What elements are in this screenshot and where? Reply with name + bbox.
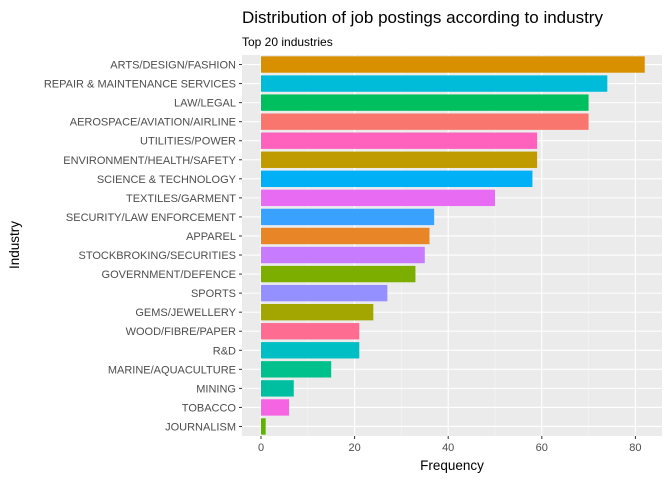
category-label: SCIENCE & TECHNOLOGY (97, 174, 237, 186)
plot-panel (242, 55, 662, 436)
bar (261, 418, 266, 435)
bar (261, 94, 589, 111)
bar (261, 284, 388, 302)
bar (261, 113, 589, 130)
bar (261, 189, 495, 207)
category-label: SPORTS (191, 288, 236, 300)
bar (261, 323, 360, 340)
category-label: UTILITIES/POWER (140, 136, 236, 148)
x-tick-label: 20 (348, 442, 360, 454)
bar (261, 151, 538, 168)
chart-title: Distribution of job postings according t… (242, 8, 603, 27)
x-axis-title: Frequency (420, 458, 484, 473)
x-tick-label: 40 (442, 442, 454, 454)
category-label: GEMS/JEWELLERY (135, 307, 236, 319)
bar (261, 170, 533, 188)
y-axis-title: Industry (7, 221, 22, 269)
bar (261, 380, 294, 397)
category-label: TEXTILES/GARMENT (126, 193, 236, 205)
x-tick-label: 80 (629, 442, 641, 454)
bar (261, 75, 608, 92)
category-labels: ARTS/DESIGN/FASHION REPAIR & MAINTENANCE … (44, 60, 242, 433)
bar (261, 303, 374, 321)
category-label: ARTS/DESIGN/FASHION (110, 60, 236, 72)
category-label: LAW/LEGAL (174, 98, 236, 110)
category-label: APPAREL (186, 231, 236, 243)
category-label: STOCKBROKING/SECURITIES (79, 250, 237, 262)
bar (261, 361, 332, 378)
bar (261, 132, 538, 149)
bar (261, 342, 360, 359)
category-label: ENVIRONMENT/HEALTH/SAFETY (63, 155, 236, 167)
category-label: AEROSPACE/AVIATION/AIRLINE (70, 117, 236, 129)
bar (261, 227, 430, 245)
x-axis-ticks: 0 20 40 60 80 (258, 436, 642, 454)
bar (261, 56, 645, 73)
category-label: TOBACCO (182, 402, 237, 414)
category-label: JOURNALISM (165, 421, 236, 433)
bar (261, 208, 435, 226)
category-label: MINING (196, 383, 236, 395)
x-tick-label: 60 (536, 442, 548, 454)
bar (261, 399, 290, 416)
bar (261, 265, 416, 283)
category-label: WOOD/FIBRE/PAPER (126, 326, 236, 338)
category-label: REPAIR & MAINTENANCE SERVICES (44, 79, 236, 91)
category-label: SECURITY/LAW ENFORCEMENT (66, 212, 236, 224)
chart-subtitle: Top 20 industries (242, 35, 333, 49)
category-label: R&D (213, 345, 236, 357)
bar (261, 246, 425, 264)
category-label: MARINE/AQUACULTURE (108, 364, 236, 376)
x-tick-label: 0 (258, 442, 264, 454)
bars (261, 56, 645, 435)
category-label: GOVERNMENT/DEFENCE (102, 269, 236, 281)
